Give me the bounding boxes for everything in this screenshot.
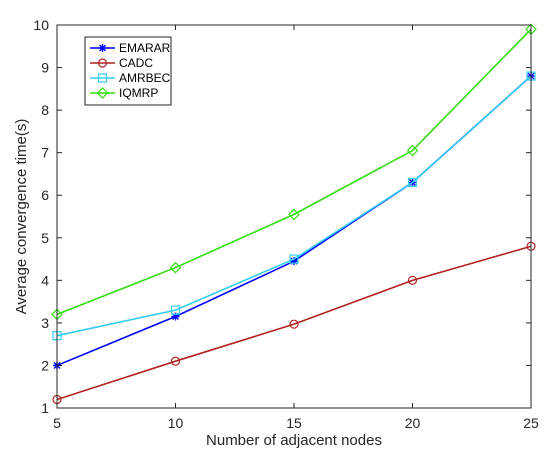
y-tick-label: 9 xyxy=(41,60,49,76)
data-point xyxy=(170,356,181,366)
y-tick-label: 3 xyxy=(41,315,49,331)
y-tick-label: 10 xyxy=(33,17,49,33)
legend-label: CADC xyxy=(119,56,153,70)
legend-label: EMARAR xyxy=(119,41,171,55)
series-line xyxy=(56,28,532,316)
y-axis-label: Average convergence time(s) xyxy=(13,119,30,315)
y-tick-label: 8 xyxy=(41,102,49,118)
x-tick-label: 5 xyxy=(53,415,61,431)
series-line xyxy=(56,245,532,401)
y-tick-label: 6 xyxy=(41,187,49,203)
x-tick-label: 15 xyxy=(286,415,302,431)
y-tick-label: 7 xyxy=(41,145,49,161)
legend-entry: IQMRP xyxy=(90,86,158,100)
y-tick-label: 4 xyxy=(41,272,49,288)
legend-entry: CADC xyxy=(90,56,153,70)
data-point xyxy=(170,305,181,315)
series-amrbec xyxy=(52,71,536,341)
data-point xyxy=(406,144,419,157)
series-cadc xyxy=(52,241,536,405)
data-point xyxy=(169,261,182,274)
legend-marker xyxy=(98,44,107,52)
data-point xyxy=(407,275,418,285)
data-point xyxy=(171,312,180,321)
series-line xyxy=(56,75,532,337)
data-point xyxy=(407,177,418,188)
legend-marker xyxy=(96,87,109,99)
data-point xyxy=(290,257,298,266)
legend-label: AMRBEC xyxy=(119,71,171,85)
legend-marker xyxy=(97,58,108,68)
axis-ticks: 5 10 15 20 25 1 2 3 4 5 6 7 8 9 10 xyxy=(33,17,539,431)
y-tick-label: 1 xyxy=(41,400,49,416)
x-tick-label: 25 xyxy=(523,415,539,431)
x-tick-label: 10 xyxy=(168,415,184,431)
x-axis-label: Number of adjacent nodes xyxy=(206,432,382,449)
y-tick-label: 2 xyxy=(41,357,49,373)
legend-entry: EMARAR xyxy=(90,41,171,55)
y-tick-label: 5 xyxy=(41,230,49,246)
x-tick-label: 20 xyxy=(405,415,421,431)
series-line xyxy=(56,75,532,367)
legend-label: IQMRP xyxy=(119,86,158,100)
data-point xyxy=(289,254,299,264)
legend-entry: AMRBEC xyxy=(90,71,171,85)
legend-marker xyxy=(97,73,108,83)
data-point xyxy=(289,319,299,329)
data-point xyxy=(288,208,300,221)
